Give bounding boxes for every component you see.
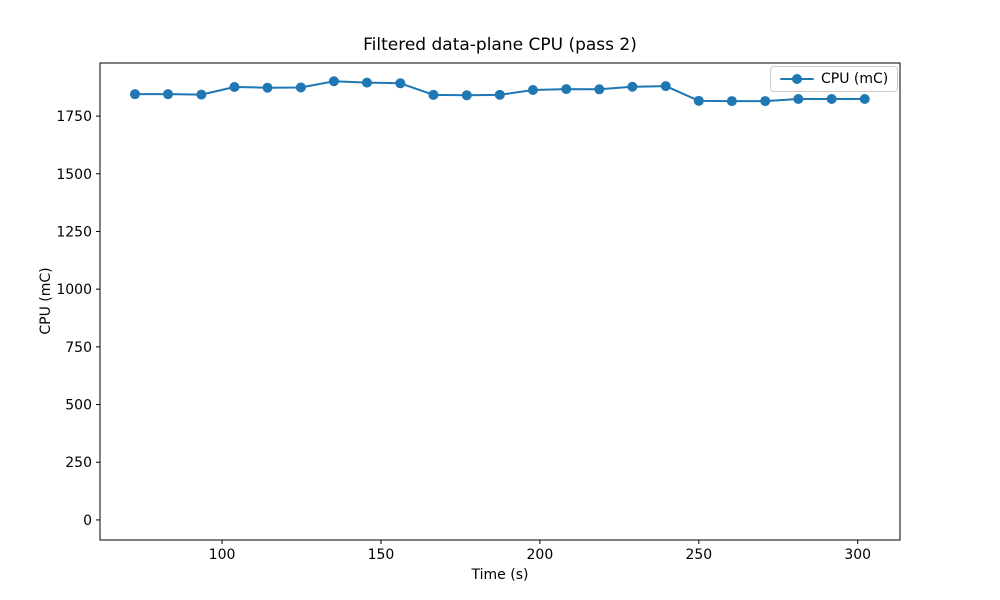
- data-point-marker: [627, 81, 638, 92]
- x-tick-label: 250: [685, 547, 712, 563]
- y-tick-label: 1750: [56, 109, 92, 125]
- y-tick-label: 250: [65, 455, 92, 471]
- data-point-marker: [594, 84, 605, 95]
- data-point-marker: [461, 90, 472, 101]
- legend-entry-label: CPU (mC): [821, 71, 889, 87]
- data-point-marker: [361, 77, 372, 88]
- chart-title: Filtered data-plane CPU (pass 2): [363, 35, 637, 55]
- y-tick-label: 1500: [56, 167, 92, 183]
- data-point-marker: [793, 94, 804, 104]
- data-point-marker: [859, 94, 870, 104]
- data-point-marker: [328, 76, 339, 87]
- y-tick-label: 1000: [56, 282, 92, 298]
- data-point-marker: [163, 89, 174, 100]
- data-point-marker: [660, 81, 671, 92]
- y-tick-label: 0: [83, 513, 92, 529]
- x-tick-label: 150: [368, 547, 395, 563]
- legend-marker-sample: [792, 74, 802, 84]
- data-point-marker: [196, 89, 207, 100]
- data-point-marker: [527, 85, 538, 95]
- data-point-marker: [428, 89, 439, 100]
- data-point-marker: [395, 78, 406, 89]
- data-point-marker: [760, 96, 771, 107]
- y-axis-label: CPU (mC): [38, 267, 54, 335]
- x-axis-label: Time (s): [471, 567, 529, 583]
- data-point-marker: [693, 95, 704, 106]
- y-tick-label: 500: [65, 398, 92, 414]
- x-tick-label: 300: [844, 547, 871, 563]
- data-point-marker: [262, 82, 273, 93]
- y-tick-label: 1250: [56, 224, 92, 240]
- data-point-marker: [295, 82, 306, 93]
- data-point-marker: [494, 89, 505, 100]
- data-point-marker: [726, 96, 737, 107]
- data-point-marker: [229, 82, 240, 92]
- legend: CPU (mC): [770, 66, 899, 92]
- legend-line-marker-icon: [780, 74, 814, 84]
- x-tick-label: 100: [209, 547, 236, 563]
- axes-frame: [99, 62, 901, 541]
- data-point-marker: [826, 94, 837, 104]
- data-point-marker: [561, 84, 572, 95]
- y-tick-label: 750: [65, 340, 92, 356]
- x-tick-label: 200: [527, 547, 554, 563]
- data-point-marker: [129, 89, 140, 100]
